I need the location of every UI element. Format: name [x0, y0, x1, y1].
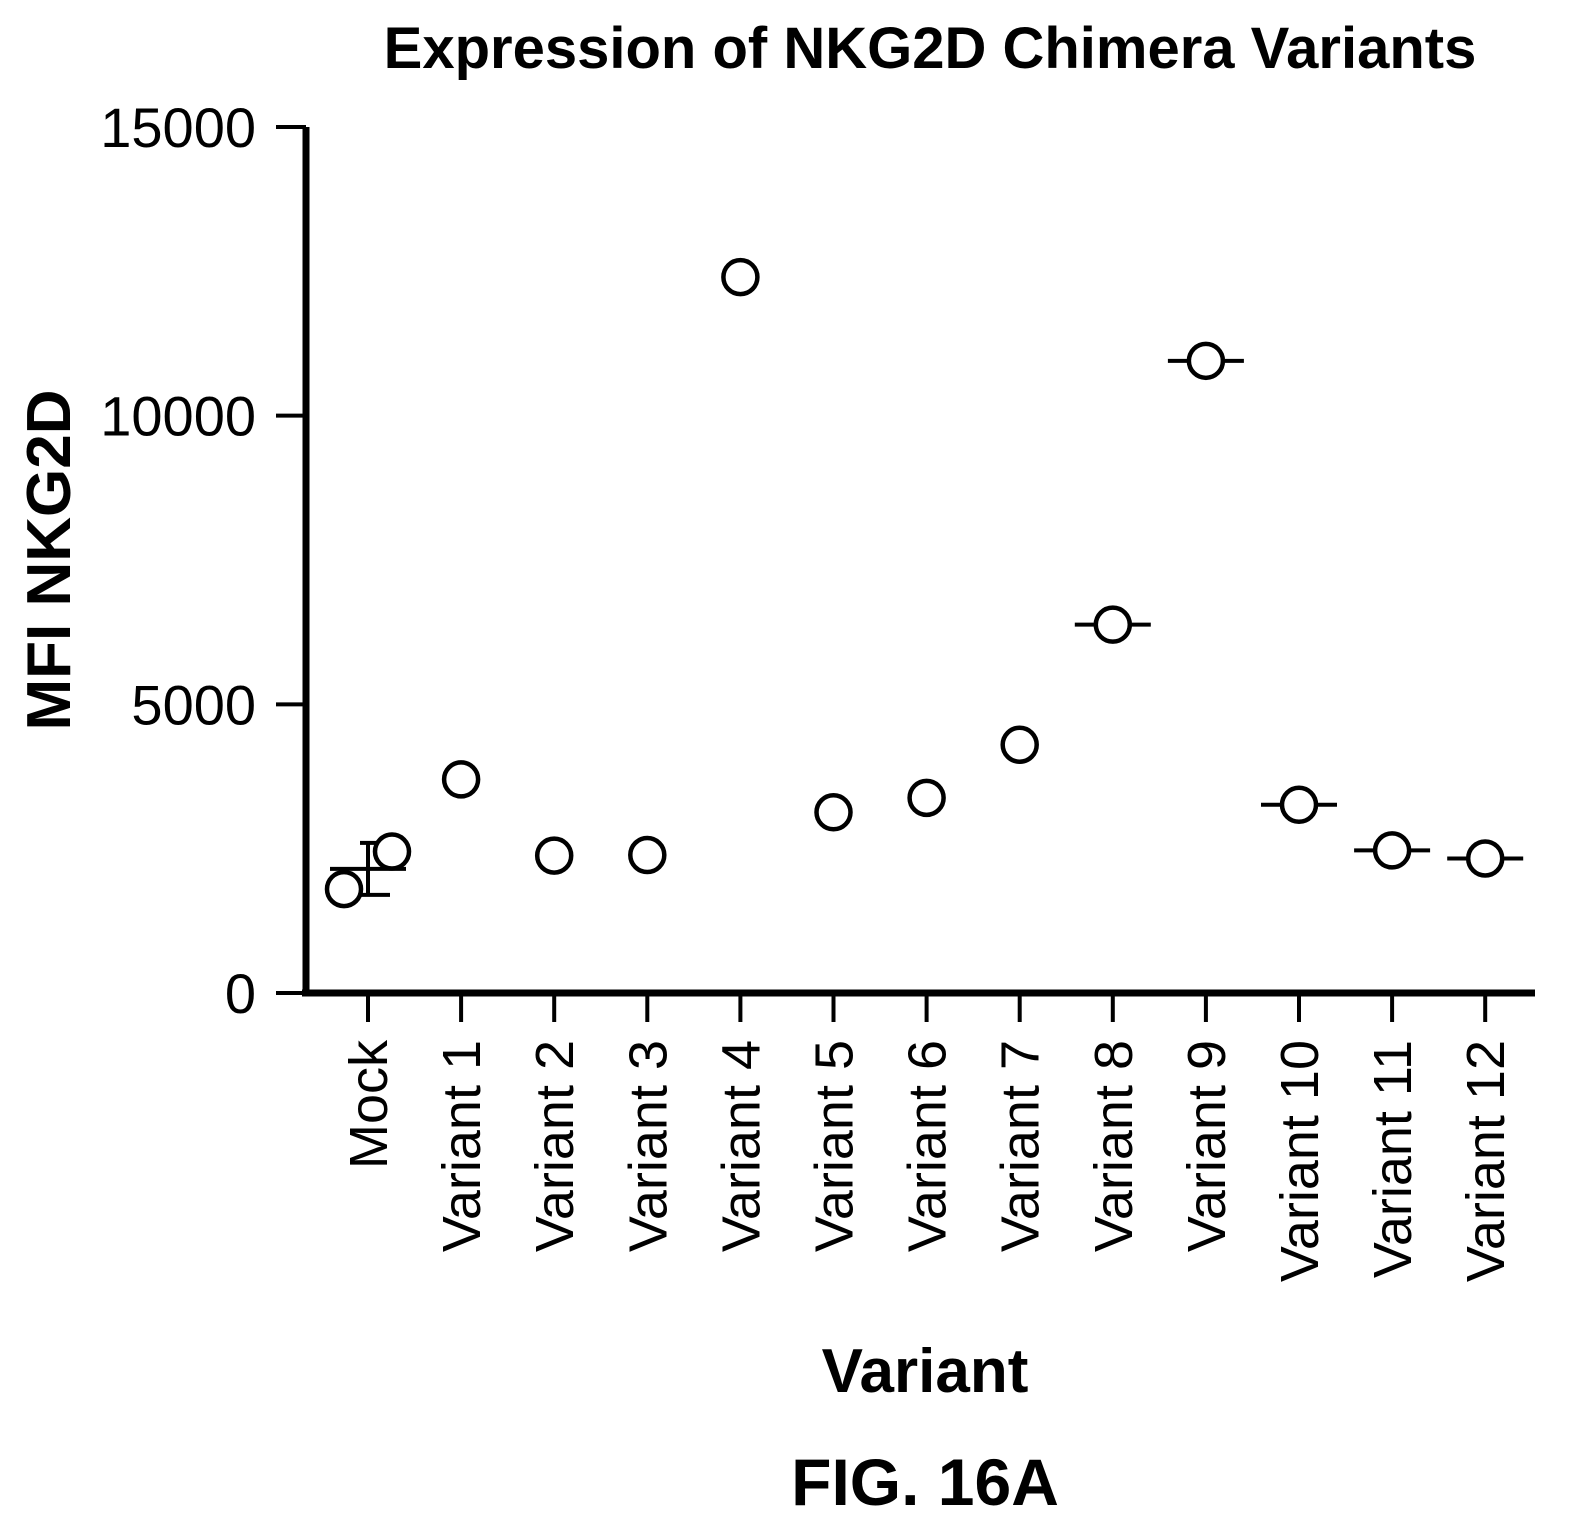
- x-axis-label: Variant: [822, 1337, 1029, 1406]
- y-tick-label: 15000: [100, 96, 256, 159]
- x-tick-label: Variant 10: [1270, 1040, 1330, 1282]
- x-tick-label: Variant 4: [711, 1040, 771, 1252]
- x-tick-label: Variant 11: [1363, 1040, 1423, 1278]
- x-tick-label: Variant 5: [805, 1040, 865, 1252]
- x-tick-label: Variant 12: [1456, 1040, 1516, 1282]
- y-tick-label: 5000: [131, 673, 256, 736]
- data-point: [1465, 839, 1505, 878]
- data-point: [441, 760, 481, 799]
- data-point: [534, 836, 574, 875]
- data-point: [324, 869, 364, 909]
- x-tick-label: Variant 2: [525, 1040, 585, 1252]
- data-point: [372, 832, 412, 871]
- data-point: [1186, 341, 1226, 381]
- data-point: [628, 835, 667, 875]
- y-ticks: 0 5000 10000 15000: [100, 96, 306, 1025]
- y-tick-label: 10000: [100, 385, 256, 448]
- x-tick-label: Variant 9: [1177, 1040, 1237, 1252]
- figure-caption: FIG. 16A: [791, 1445, 1059, 1519]
- data-point: [1000, 725, 1039, 764]
- x-tick-label: Variant 1: [432, 1040, 492, 1252]
- data-point: [1279, 785, 1319, 825]
- data-point: [907, 778, 946, 818]
- data-point: [1372, 831, 1412, 870]
- data-point: [814, 793, 853, 832]
- y-axis-label: MFI NKG2D: [15, 390, 84, 731]
- x-tick-label: Variant 6: [898, 1040, 958, 1252]
- x-tick-label: Variant 7: [991, 1040, 1051, 1252]
- data-point: [1093, 605, 1133, 644]
- x-tick-label: Mock: [339, 1039, 399, 1169]
- data-point: [721, 257, 760, 297]
- x-tick-label: Variant 3: [618, 1040, 678, 1252]
- data-points: [324, 257, 1524, 909]
- x-ticks: Mock Variant 1 Variant 2 Variant 3 Variant 4…: [339, 993, 1516, 1282]
- chart-title: Expression of NKG2D Chimera Variants: [384, 16, 1477, 81]
- x-tick-label: Variant 8: [1084, 1040, 1144, 1252]
- y-tick-label: 0: [225, 962, 256, 1025]
